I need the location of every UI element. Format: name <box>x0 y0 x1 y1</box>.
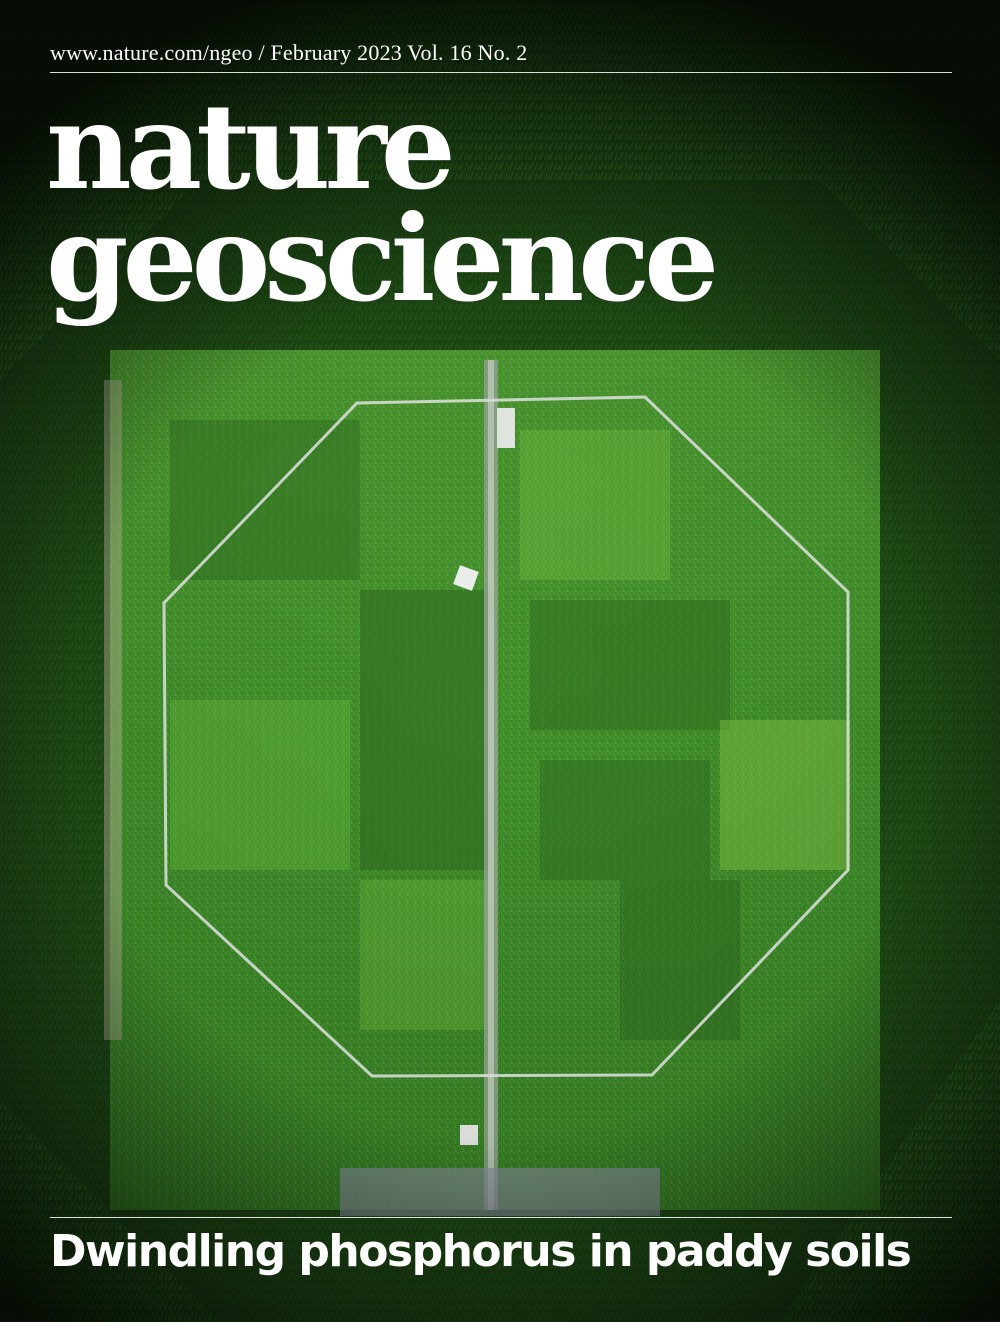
masthead-divider <box>50 72 952 73</box>
cover-headline: Dwindling phosphorus in paddy soils <box>50 1226 912 1277</box>
journal-title-line-1: nature <box>46 77 456 216</box>
journal-title-line-2: geoscience <box>46 189 719 328</box>
issue-info: www.nature.com/ngeo / February 2023 Vol.… <box>50 40 528 65</box>
headline-divider <box>50 1217 952 1218</box>
